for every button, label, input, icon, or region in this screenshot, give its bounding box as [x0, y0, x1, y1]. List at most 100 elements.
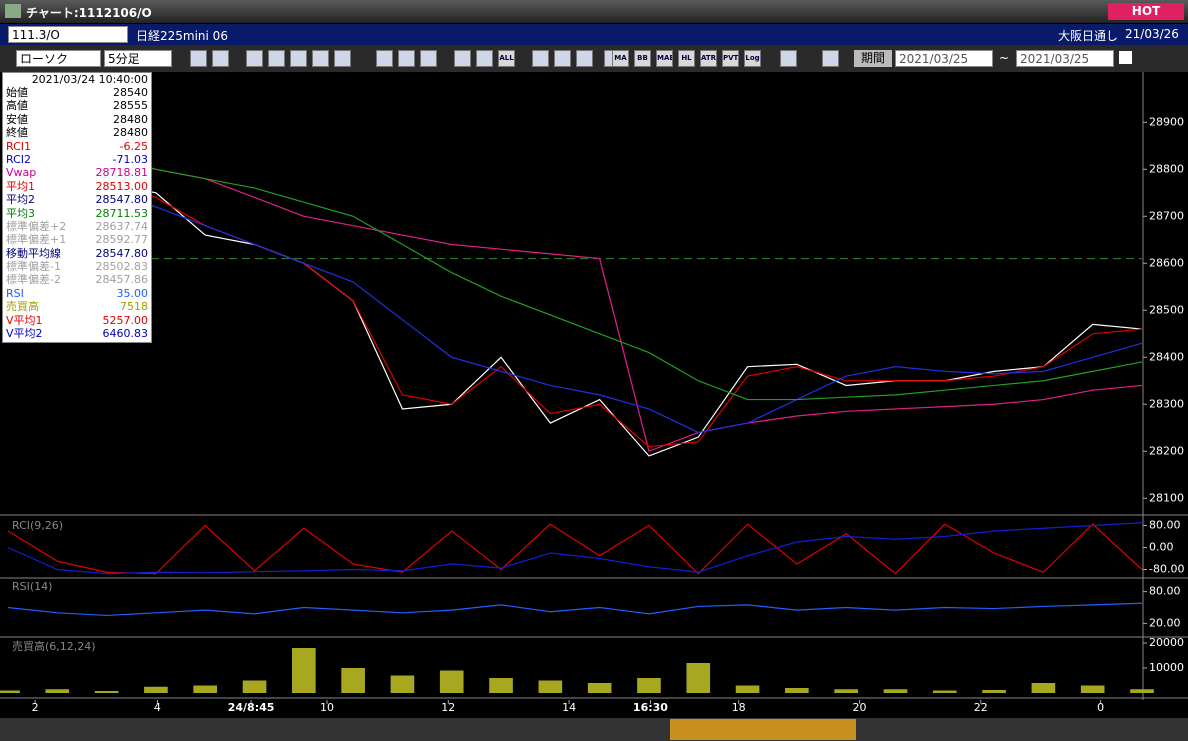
y-tick-label: 80.00	[1149, 585, 1181, 598]
toolbar-button[interactable]: BB	[634, 50, 651, 67]
to-date[interactable]: 2021/03/25	[1016, 50, 1114, 67]
volume-bar	[292, 648, 316, 693]
info-label: RCI2	[6, 152, 32, 166]
icon-button[interactable]	[822, 50, 839, 67]
icon-button[interactable]	[190, 50, 207, 67]
toolbar-button[interactable]: MAE	[656, 50, 673, 67]
panel-title: RSI(14)	[12, 580, 52, 593]
icon-button[interactable]	[780, 50, 797, 67]
x-tick-label: 14	[562, 701, 576, 714]
info-label: 標準偏差+2	[6, 219, 67, 233]
volume-bar	[489, 678, 513, 693]
icon-button[interactable]	[268, 50, 285, 67]
checkbox[interactable]	[1119, 51, 1132, 64]
toolbar-button[interactable]: MA	[612, 50, 629, 67]
volume-bar	[45, 689, 70, 693]
icon-button[interactable]	[576, 50, 593, 67]
info-value: 28457.86	[95, 273, 149, 287]
symbol-select[interactable]: 111.3/O	[8, 26, 128, 43]
info-row: 移動平均線 28547.80	[3, 247, 151, 260]
from-date[interactable]: 2021/03/25	[895, 50, 993, 67]
y-tick-label: 20000	[1149, 636, 1184, 649]
info-label: Vwap	[6, 166, 37, 180]
volume-bar	[1130, 689, 1154, 693]
volume-bar	[637, 678, 661, 693]
volume-bar	[439, 670, 464, 693]
info-label: 平均3	[6, 206, 35, 220]
info-value: 28547.80	[95, 193, 149, 207]
toolbar-button[interactable]: Log	[744, 50, 761, 67]
scroll-thumb[interactable]	[670, 719, 856, 740]
icon-button[interactable]	[420, 50, 437, 67]
app-icon	[5, 4, 21, 18]
x-tick-label: 0	[1097, 701, 1104, 714]
info-value: 28592.77	[95, 233, 149, 247]
icon-button[interactable]	[476, 50, 493, 67]
icon-button[interactable]	[246, 50, 263, 67]
icon-button[interactable]	[454, 50, 471, 67]
series-line	[7, 140, 1143, 401]
icon-button[interactable]	[532, 50, 549, 67]
info-value: 6460.83	[102, 327, 149, 341]
info-row: 標準偏差-2 28457.86	[3, 273, 151, 286]
info-row: 標準偏差+2 28637.74	[3, 220, 151, 233]
info-label: 高値	[6, 99, 28, 113]
icon-button[interactable]	[334, 50, 351, 67]
info-label: 安値	[6, 112, 28, 126]
toolbar-button[interactable]: PVT	[722, 50, 739, 67]
x-tick-label: 16:30	[633, 701, 668, 714]
volume-bar	[686, 663, 711, 693]
volume-bar	[390, 675, 415, 693]
range-label[interactable]: 期間	[854, 50, 892, 67]
info-value: -6.25	[119, 139, 148, 153]
session: 大阪日通し	[1058, 29, 1119, 43]
period-select[interactable]: 5分足	[104, 50, 172, 67]
icon-button[interactable]	[312, 50, 329, 67]
info-row: 平均3 28711.53	[3, 207, 151, 220]
icon-button[interactable]	[398, 50, 415, 67]
icon-button[interactable]	[376, 50, 393, 67]
toolbar-button[interactable]: ALL	[498, 50, 515, 67]
y-tick-label: 28200	[1149, 444, 1184, 457]
info-row: 安値 28480	[3, 113, 151, 126]
x-tick-label: 4	[154, 701, 161, 714]
info-value: 28547.80	[95, 246, 149, 260]
y-tick-label: 10000	[1149, 661, 1184, 674]
info-row: 高値 28555	[3, 99, 151, 112]
x-tick-label: 12	[441, 701, 455, 714]
series-line	[7, 523, 1143, 575]
info-label: RCI1	[6, 139, 32, 153]
volume-bar	[538, 680, 563, 693]
y-tick-label: 28600	[1149, 256, 1184, 269]
icon-button[interactable]	[290, 50, 307, 67]
info-value: 28480	[113, 126, 148, 140]
info-panel: 2021/03/24 10:40:00 始値 28540 高値 28555 安値 2848…	[2, 72, 152, 343]
info-value: 28718.81	[95, 166, 149, 180]
info-label: 平均2	[6, 193, 35, 207]
panel-title: 売買高(6,12,24)	[12, 639, 96, 653]
info-row: RCI1 -6.25	[3, 140, 151, 153]
window-title: チャート:1112106/O	[26, 6, 152, 20]
info-value: 28555	[113, 99, 148, 113]
toolbar-button[interactable]: HL	[678, 50, 695, 67]
icon-button[interactable]	[212, 50, 229, 67]
info-row: 平均1 28513.00	[3, 180, 151, 193]
toolbar-chart: ローソク 5分足 ALL MA BB MAE HL ATR PVT Log 期間 2021/0…	[0, 45, 1188, 72]
title-bar: チャート:1112106/O HOT	[0, 0, 1188, 23]
chart-kind-select[interactable]: ローソク	[16, 50, 101, 67]
range-separator: ~	[999, 51, 1010, 65]
y-tick-label: 28300	[1149, 397, 1184, 410]
info-value: 5257.00	[102, 313, 149, 327]
volume-bar	[1080, 685, 1105, 693]
info-row: 売買高 7518	[3, 300, 151, 313]
hot-button[interactable]: HOT	[1108, 3, 1184, 20]
info-label: 平均1	[6, 179, 35, 193]
icon-button[interactable]	[554, 50, 571, 67]
toolbar-button[interactable]: ATR	[700, 50, 717, 67]
info-value: 28513.00	[95, 179, 149, 193]
y-tick-label: -80.00	[1149, 563, 1184, 576]
series-line	[7, 168, 1143, 457]
x-tick-label: 22	[974, 701, 988, 714]
info-label: 標準偏差-1	[6, 260, 61, 274]
x-tick-label: 2	[32, 701, 39, 714]
